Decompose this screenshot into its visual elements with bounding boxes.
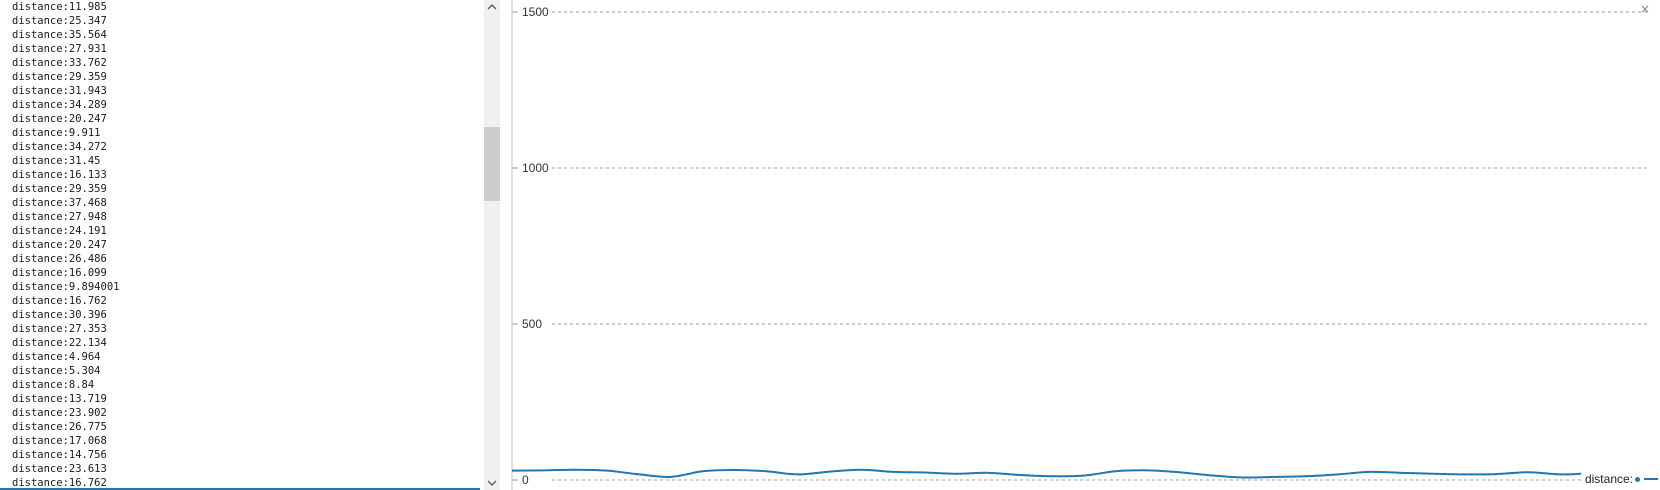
monitor-line: distance:22.134 xyxy=(12,337,107,349)
monitor-line: distance:34.272 xyxy=(12,141,107,153)
vertical-scrollbar[interactable] xyxy=(484,0,500,490)
legend: distance: xyxy=(1580,472,1660,486)
monitor-line: distance:26.486 xyxy=(12,253,107,265)
y-tick-label: 500 xyxy=(522,317,542,331)
monitor-line: distance:20.247 xyxy=(12,113,107,125)
monitor-line: distance:16.133 xyxy=(12,169,107,181)
monitor-line: distance:24.191 xyxy=(12,225,107,237)
monitor-line: distance:25.347 xyxy=(12,15,107,27)
monitor-line: distance:9.894001 xyxy=(12,281,120,293)
monitor-line: distance:27.948 xyxy=(12,211,107,223)
monitor-line: distance:26.775 xyxy=(12,421,107,433)
y-tick-label: 0 xyxy=(522,473,529,487)
monitor-line: distance:29.359 xyxy=(12,183,107,195)
plot-area: 0 500 1000 1500 xyxy=(511,0,1650,490)
monitor-line: distance:14.756 xyxy=(12,449,107,461)
monitor-line: distance:4.964 xyxy=(12,351,101,363)
monitor-line: distance:27.353 xyxy=(12,323,107,335)
monitor-line: distance:27.931 xyxy=(12,43,107,55)
monitor-line: distance:31.943 xyxy=(12,85,107,97)
monitor-line: distance:5.304 xyxy=(12,365,101,377)
monitor-line: distance:23.613 xyxy=(12,463,107,475)
monitor-line: distance:23.902 xyxy=(12,407,107,419)
serial-monitor-output: distance:11.985 distance:25.347 distance:3… xyxy=(12,0,482,490)
monitor-line: distance:16.762 xyxy=(12,477,107,489)
monitor-line: distance:33.762 xyxy=(12,57,107,69)
legend-label: distance: xyxy=(1584,472,1633,486)
monitor-line: distance:35.564 xyxy=(12,29,107,41)
current-line-indicator xyxy=(0,488,480,490)
monitor-line: distance:13.719 xyxy=(12,393,107,405)
monitor-line: distance:37.468 xyxy=(12,197,107,209)
chevron-down-icon[interactable] xyxy=(484,476,500,490)
monitor-line: distance:16.099 xyxy=(12,267,107,279)
monitor-line: distance:8.84 xyxy=(12,379,95,391)
monitor-line: distance:29.359 xyxy=(12,71,107,83)
chevron-up-icon[interactable] xyxy=(484,0,500,14)
legend-swatch xyxy=(1644,478,1658,480)
monitor-line: distance:20.247 xyxy=(12,239,107,251)
monitor-line: distance:11.985 xyxy=(12,1,107,13)
legend-dot-icon xyxy=(1635,476,1640,482)
monitor-line: distance:30.396 xyxy=(12,309,107,321)
monitor-line: distance:17.068 xyxy=(12,435,107,447)
monitor-line: distance:9.911 xyxy=(12,127,101,139)
monitor-line: distance:31.45 xyxy=(12,155,101,167)
serial-monitor-panel: distance:11.985 distance:25.347 distance:3… xyxy=(0,0,484,490)
y-tick-label: 1000 xyxy=(522,161,549,175)
monitor-line: distance:16.762 xyxy=(12,295,107,307)
close-icon[interactable]: × xyxy=(1639,2,1650,16)
series-line-distance xyxy=(511,468,1593,479)
y-tick-label: 1500 xyxy=(522,5,549,19)
scrollbar-thumb[interactable] xyxy=(484,127,500,201)
serial-plotter-panel: 0 500 1000 1500 × distance: xyxy=(500,0,1660,490)
monitor-line: distance:34.289 xyxy=(12,99,107,111)
